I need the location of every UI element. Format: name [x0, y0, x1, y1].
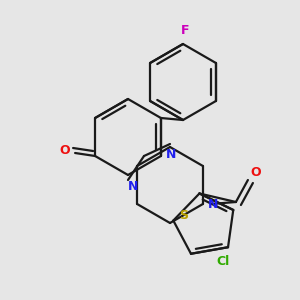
- Text: O: O: [250, 166, 261, 178]
- Text: N: N: [166, 148, 176, 160]
- Text: N: N: [208, 197, 218, 211]
- Text: S: S: [179, 209, 188, 222]
- Text: F: F: [181, 23, 189, 37]
- Text: O: O: [60, 145, 70, 158]
- Text: N: N: [128, 181, 138, 194]
- Text: Cl: Cl: [216, 255, 230, 268]
